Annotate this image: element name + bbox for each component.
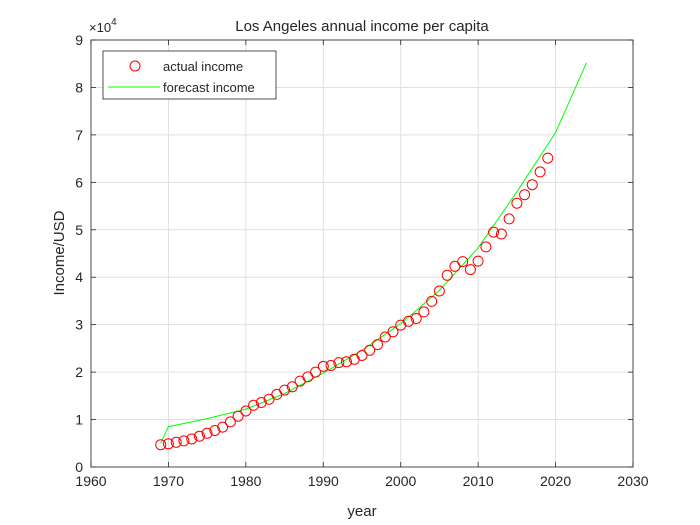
actual-income-point xyxy=(279,384,291,396)
actual-income-point xyxy=(224,416,236,428)
chart-title: Los Angeles annual income per capita xyxy=(235,18,489,35)
y-tick-label: 6 xyxy=(75,174,83,190)
actual-income-point xyxy=(511,197,523,209)
x-tick-label: 1960 xyxy=(75,473,106,489)
legend-box xyxy=(102,50,277,100)
actual-income-point xyxy=(488,226,500,238)
y-tick-label: 7 xyxy=(75,127,83,143)
actual-income-point xyxy=(457,256,469,268)
legend: actual income forecast income xyxy=(102,50,277,100)
actual-income-point xyxy=(333,357,345,369)
actual-income-point xyxy=(317,360,329,372)
y-tick-label: 2 xyxy=(75,364,83,380)
actual-income-point xyxy=(325,360,337,371)
x-tick-label: 1970 xyxy=(153,473,184,489)
tick-marks xyxy=(90,39,634,468)
x-tick-label: 1990 xyxy=(308,473,339,489)
actual-income-point xyxy=(170,436,182,448)
y-axis-title: Income/USD xyxy=(51,210,68,295)
actual-income-point xyxy=(526,179,538,191)
legend-marker-actual-income xyxy=(129,60,141,72)
x-tick-label: 1980 xyxy=(230,473,261,489)
actual-income-point xyxy=(403,315,414,327)
actual-income-point xyxy=(232,410,244,422)
y-tick-label: 8 xyxy=(75,79,83,95)
actual-income-point xyxy=(255,397,267,408)
actual-income-point xyxy=(433,285,445,297)
actual-income-point xyxy=(495,228,507,240)
y-tick-label: 4 xyxy=(75,269,83,285)
actual-income-point xyxy=(372,339,383,351)
actual-income-point xyxy=(364,344,376,356)
actual-income-point xyxy=(387,326,399,338)
actual-income-point xyxy=(418,306,430,318)
actual-income-point xyxy=(503,213,515,225)
actual-income-point xyxy=(341,356,352,368)
actual-income-point xyxy=(464,264,476,276)
actual-income-point xyxy=(302,371,314,383)
actual-income-point xyxy=(310,366,321,378)
actual-income-point xyxy=(379,331,391,343)
actual-income-point xyxy=(162,438,174,450)
actual-income-point xyxy=(248,399,260,411)
actual-income-point xyxy=(155,439,167,451)
actual-income-point xyxy=(201,427,213,439)
actual-income-point xyxy=(472,255,484,267)
actual-income-point xyxy=(356,350,368,361)
x-tick-label: 2030 xyxy=(617,473,648,489)
actual-income-point xyxy=(286,381,298,393)
legend-label-forecast-income: forecast income xyxy=(163,80,255,95)
plot-area xyxy=(91,40,633,467)
actual-income-point xyxy=(519,189,531,201)
legend-label-actual-income: actual income xyxy=(163,59,243,74)
plot-frame xyxy=(90,39,634,468)
y-tick-label: 5 xyxy=(75,222,83,238)
x-tick-labels: 1960 1970 1980 1990 2000 2010 2020 2030 xyxy=(75,473,648,489)
actual-income-point xyxy=(410,313,422,324)
y-tick-label: 0 xyxy=(75,459,83,475)
actual-income-point xyxy=(178,435,190,447)
actual-income-point xyxy=(186,433,198,445)
series-layer xyxy=(155,62,587,451)
actual-income-point xyxy=(426,295,438,307)
y-scale-factor: ×104 xyxy=(89,17,117,35)
actual-income-point xyxy=(534,166,546,178)
x-axis-title: year xyxy=(347,503,376,520)
actual-income-point xyxy=(480,241,492,253)
actual-income-point xyxy=(240,405,252,417)
x-tick-label: 2020 xyxy=(540,473,571,489)
actual-income-point xyxy=(193,430,205,442)
actual-income-point xyxy=(441,269,453,281)
y-tick-label: 1 xyxy=(75,412,83,428)
actual-income-point xyxy=(209,425,221,436)
actual-income-point xyxy=(542,152,554,164)
y-tick-label: 3 xyxy=(75,317,83,333)
x-tick-label: 2010 xyxy=(463,473,494,489)
x-tick-label: 2000 xyxy=(385,473,416,489)
actual-income-point xyxy=(263,393,275,405)
y-tick-labels: 0 1 2 3 4 5 6 7 8 9 xyxy=(75,32,83,475)
y-tick-label: 9 xyxy=(75,32,83,48)
actual-income-point xyxy=(217,421,229,433)
